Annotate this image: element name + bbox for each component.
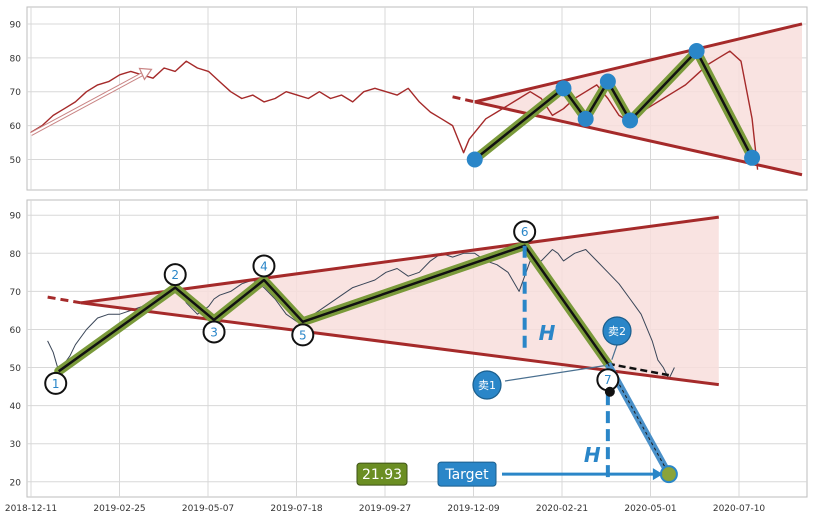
wave-number-circle — [513, 220, 537, 244]
wave-number-label: 7 — [604, 373, 612, 387]
target-label-arrowhead — [652, 468, 663, 481]
top-trendline-dash — [452, 95, 476, 104]
wave-number-label: 3 — [210, 325, 218, 339]
bottom-channel-fill — [80, 217, 719, 385]
top-pivot-point — [466, 151, 483, 168]
top-ytick-label: 70 — [10, 88, 22, 98]
top-pivot-point — [622, 112, 639, 129]
bottom-ytick-label: 30 — [10, 440, 22, 450]
wave-number-circle — [163, 263, 187, 287]
xtick-label: 2018-12-11 — [5, 504, 57, 514]
bottom-ytick-label: 50 — [10, 364, 22, 374]
top-ytick-label: 80 — [10, 54, 22, 64]
xtick-label: 2019-05-07 — [182, 504, 234, 514]
wave-number-label: 2 — [171, 268, 179, 282]
sell2-label: 卖2 — [608, 325, 626, 338]
bottom-ytick-label: 90 — [10, 212, 22, 222]
wave-number-circle — [252, 254, 276, 278]
sell1-badge — [472, 370, 502, 400]
measure-h-upper-label: H — [539, 321, 556, 345]
xtick-label: 2020-07-10 — [713, 504, 766, 514]
bottom-ytick-label: 80 — [10, 250, 22, 260]
bottom-ytick-label: 60 — [10, 326, 22, 336]
top-ytick-label: 90 — [10, 20, 22, 30]
wave-number-circle — [202, 320, 226, 344]
target-value-box — [356, 462, 408, 486]
xtick-label: 2019-12-09 — [447, 504, 500, 514]
bottom-ytick-label: 70 — [10, 288, 22, 298]
xtick-label: 2019-09-27 — [359, 504, 411, 514]
bottom-trendline-dash — [47, 295, 82, 305]
bottom-upper-trendline — [80, 215, 719, 305]
xtick-label: 2019-02-25 — [93, 504, 145, 514]
top-upper-trendline — [474, 22, 803, 104]
xtick-label: 2020-05-01 — [624, 504, 676, 514]
top-pivot-point — [744, 149, 761, 166]
top-ytick-label: 60 — [10, 122, 22, 132]
top-pivot-point — [688, 43, 705, 60]
top-channel-fill — [474, 23, 802, 175]
sell1-label: 卖1 — [478, 379, 496, 392]
wave-number-label: 1 — [52, 377, 60, 391]
sell2-badge — [602, 316, 632, 346]
wave-number-label: 4 — [260, 259, 268, 273]
wave-number-label: 5 — [299, 328, 307, 342]
sell2-pointer — [611, 344, 618, 360]
wave-number-circle — [291, 323, 315, 347]
target-label: Target — [444, 467, 489, 483]
top-pivot-point — [555, 80, 572, 97]
measure-h-lower-label: H — [584, 443, 601, 467]
bottom-ytick-label: 40 — [10, 402, 22, 412]
target-value-label: 21.93 — [362, 467, 402, 483]
xtick-label: 2020-02-21 — [536, 504, 588, 514]
bottom-ytick-label: 20 — [10, 478, 22, 488]
uptrend-arrow-core — [30, 70, 148, 135]
uptrend-arrow-head — [138, 67, 153, 81]
x-axis: 2018-12-11 2019-02-25 2019-05-07 2019-07-18… — [5, 504, 766, 514]
breakdown-dot — [604, 386, 615, 397]
wave-number-label: 6 — [521, 225, 529, 239]
sell1-pointer — [504, 365, 604, 382]
top-ytick-label: 50 — [10, 156, 22, 166]
bottom-panel: 20 30 40 50 60 70 80 90 H H Target 21.93 1 2 3 4 5 6 7 卖1 卖2 — [10, 199, 808, 498]
target-label-box — [437, 461, 497, 487]
xtick-label: 2019-07-18 — [270, 504, 323, 514]
bottom-price-line — [47, 249, 675, 380]
wave-number-circle — [44, 371, 68, 395]
top-pivot-point — [577, 110, 594, 127]
target-point — [659, 465, 678, 484]
top-panel: 50 60 70 80 90 — [10, 6, 808, 191]
top-pivot-point — [599, 73, 616, 90]
